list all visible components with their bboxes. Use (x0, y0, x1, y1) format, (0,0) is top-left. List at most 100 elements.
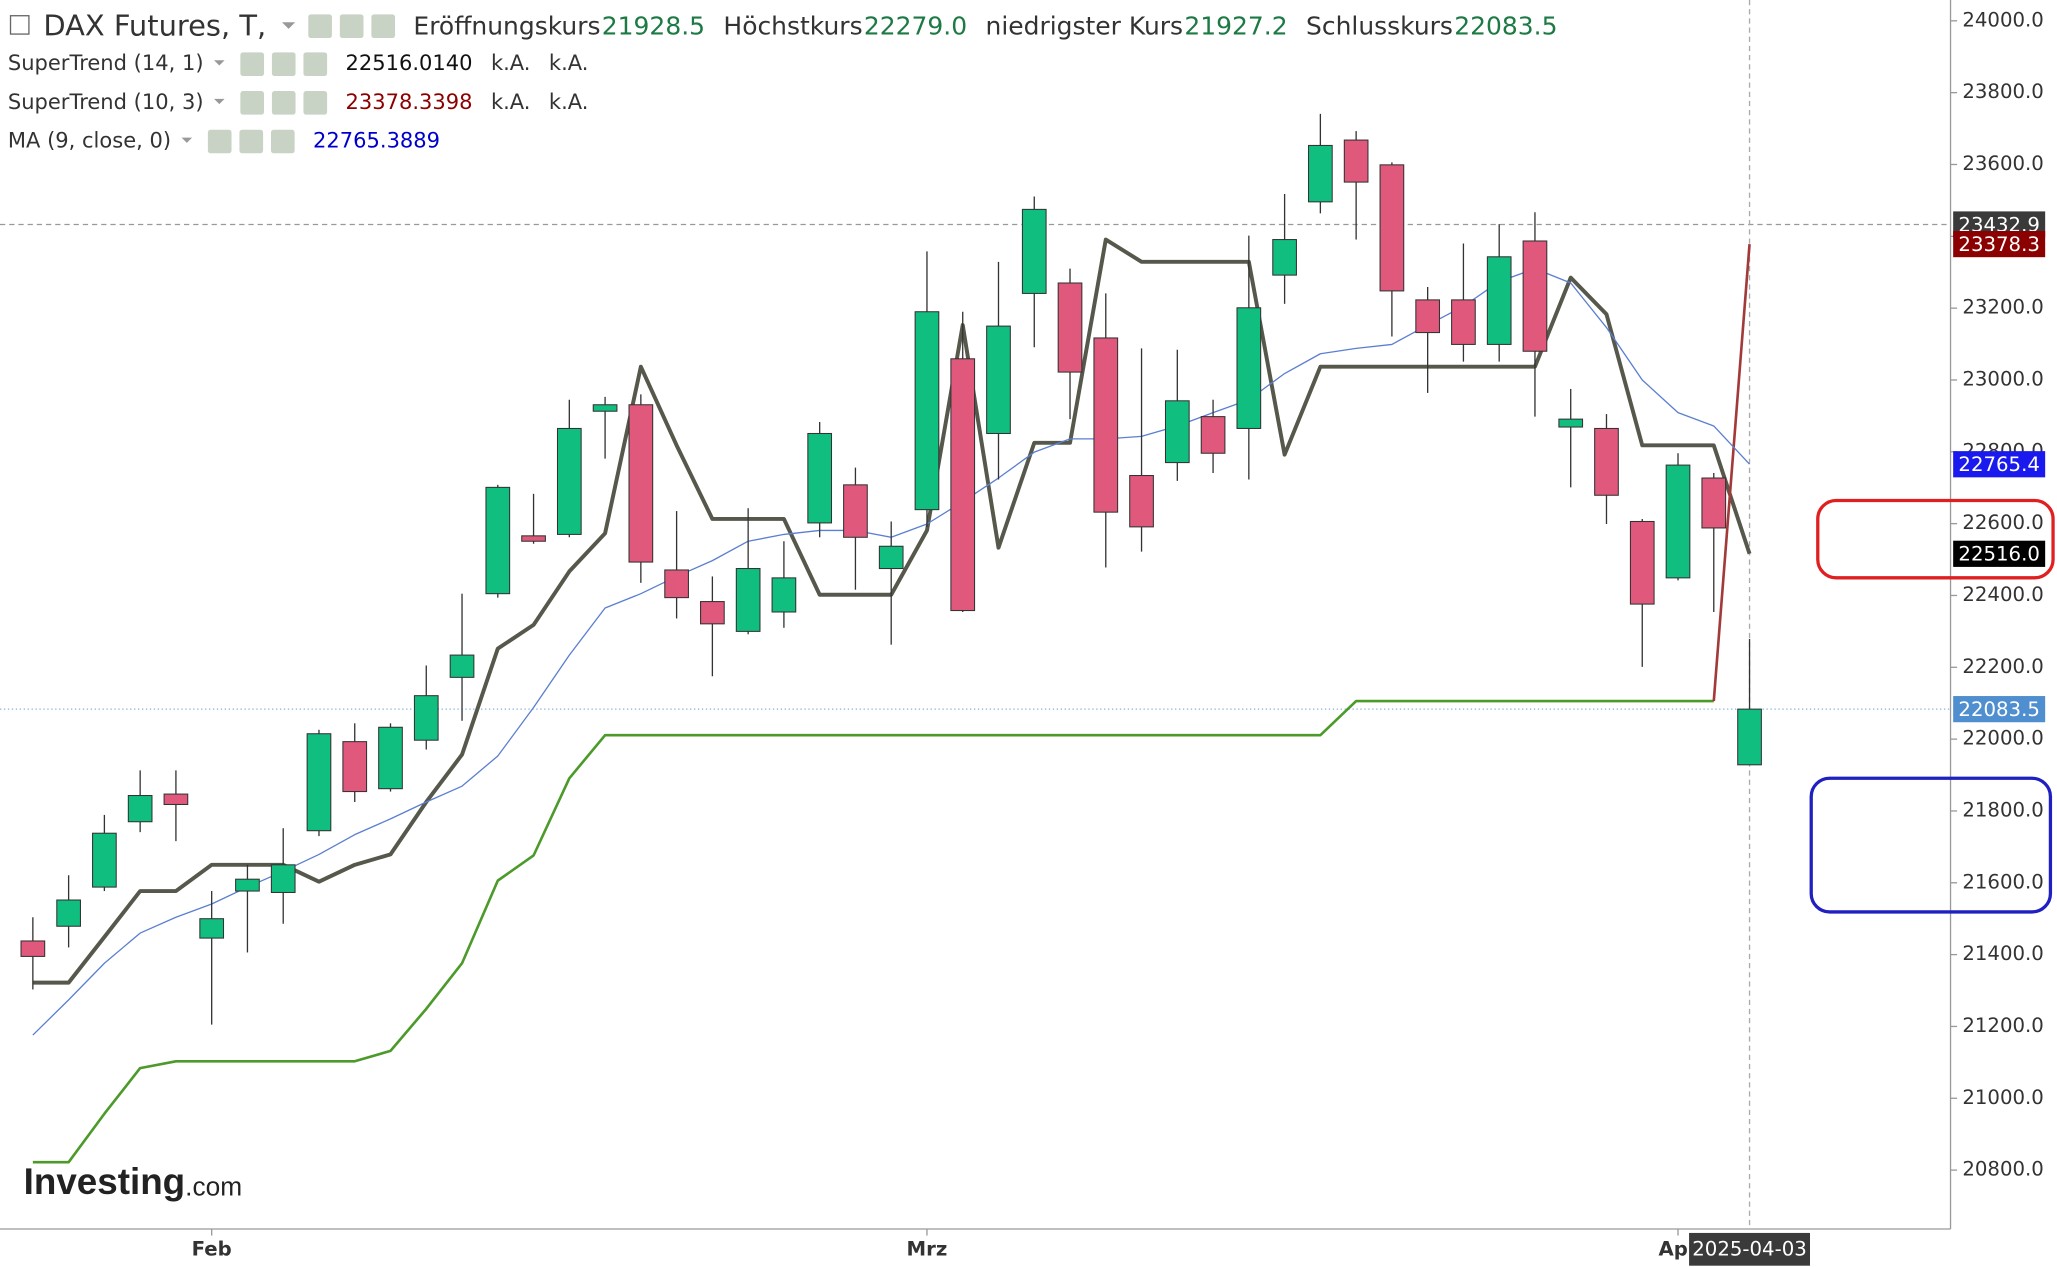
indicator-price-tag-bg (1953, 540, 2046, 567)
legend-icon[interactable] (270, 129, 295, 154)
candle-body (1200, 416, 1226, 454)
candle-body (1665, 464, 1691, 579)
candle-body (1021, 208, 1047, 294)
legend-value: 22516.0140 (346, 51, 473, 75)
legend-icon[interactable] (271, 91, 296, 115)
indicator-price-tag: 22765.4 (1958, 453, 2039, 476)
y-tick-label: 23200.0 (1962, 296, 2043, 319)
candle-body (1594, 427, 1619, 496)
candle-body (771, 577, 797, 613)
legend-value: 23378.3398 (346, 90, 473, 114)
candle-body (56, 899, 81, 927)
ohlc-label: Eröffnungskurs (413, 12, 600, 41)
close-price-tag-bg (1953, 696, 2046, 723)
dropdown-caret[interactable] (181, 137, 193, 143)
legend-extra: k.A. (549, 90, 589, 114)
legend-extra: k.A. (491, 51, 531, 75)
legend-name: MA (9, close, 0) (8, 129, 171, 153)
x-tick-label: Apr (1658, 1237, 1697, 1260)
candle-body (378, 726, 403, 790)
candle-body (199, 918, 225, 939)
indicator-line (32, 699, 1714, 1164)
y-tick-label: 21000.0 (1962, 1086, 2043, 1109)
dropdown-caret[interactable] (214, 60, 225, 66)
legend-icon[interactable] (303, 91, 328, 115)
y-tick-label: 23800.0 (1962, 80, 2043, 103)
legend-extra: k.A. (491, 90, 531, 114)
y-tick-label: 24000.0 (1962, 8, 2043, 31)
legend-icon[interactable] (271, 52, 296, 76)
annotation-box-blue (1809, 776, 2053, 914)
candle-body (1379, 164, 1405, 292)
candle-body (843, 484, 868, 538)
legend-icon[interactable] (207, 129, 232, 154)
y-tick-label: 21400.0 (1962, 942, 2043, 965)
candle-body (1236, 307, 1262, 429)
candle-body (1522, 240, 1548, 352)
indicator-price-tag-bg (1953, 230, 2046, 258)
candle-body (92, 832, 117, 888)
crosshair-price-tag: 23432.9 (1958, 213, 2039, 236)
y-tick-label: 21800.0 (1962, 798, 2043, 821)
candle-body (878, 545, 904, 570)
candle-body (270, 864, 296, 894)
candle-body (20, 940, 46, 957)
chart-title: DAX Futures, T, (43, 9, 266, 43)
legend-icon[interactable] (239, 129, 264, 154)
candle-body (1308, 144, 1333, 203)
legend-icon[interactable] (303, 52, 328, 76)
ohlc-value: 21928.5 (602, 12, 705, 41)
indicator-price-tag: 22516.0 (1958, 543, 2039, 566)
candle-body (1343, 139, 1369, 183)
y-tick-label: 22200.0 (1962, 655, 2043, 678)
candle-body (914, 311, 940, 511)
legend-value: 22765.3889 (313, 129, 440, 153)
dropdown-caret[interactable] (214, 98, 225, 105)
x-tick-label: Feb (192, 1237, 232, 1260)
candle-body (449, 654, 475, 678)
y-tick-label: 21600.0 (1962, 870, 2043, 893)
legend-icon[interactable] (240, 91, 265, 115)
legend-extra: k.A. (549, 51, 589, 75)
candle-body (1558, 418, 1584, 428)
candle-body (807, 432, 833, 524)
candle-body (485, 486, 511, 595)
crosshair-date: 2025-04-03 (1692, 1237, 1807, 1260)
candle-body (127, 794, 153, 823)
indicator-price-tag: 23378.3 (1958, 233, 2039, 256)
ohlc-label: niedrigster Kurs (986, 12, 1184, 41)
candle-body (664, 569, 689, 599)
candle-body (628, 404, 654, 563)
candle-body (1057, 282, 1083, 373)
candle-body (735, 568, 761, 632)
y-tick-label: 22400.0 (1962, 583, 2043, 606)
candle-body (163, 793, 189, 806)
y-tick-label: 20800.0 (1962, 1158, 2043, 1181)
legend-icon[interactable] (308, 14, 332, 38)
candle-body (413, 695, 439, 741)
ohlc-value: 21927.2 (1184, 12, 1287, 41)
candle-body (1486, 256, 1512, 345)
y-tick-label: 23600.0 (1962, 152, 2043, 175)
candle-body (342, 741, 368, 793)
ohlc-value: 22279.0 (864, 12, 967, 41)
ohlc-label: Schlusskurs (1306, 12, 1453, 41)
legend-icon[interactable] (240, 52, 265, 76)
y-tick-label: 22600.0 (1962, 511, 2043, 534)
legend-icon[interactable] (371, 14, 396, 38)
candle-body (306, 733, 332, 832)
crosshair-date-bg (1689, 1232, 1811, 1266)
collapse-button[interactable] (9, 15, 30, 35)
candle-body (1701, 477, 1727, 529)
candle-body (592, 404, 618, 412)
legend-icon[interactable] (339, 14, 364, 38)
close-price-tag: 22083.5 (1958, 698, 2039, 721)
candle-body (1415, 299, 1441, 334)
dropdown-caret[interactable] (281, 22, 296, 29)
candle-body (1629, 520, 1655, 605)
candle-body (1737, 708, 1762, 766)
candle-body (556, 427, 582, 535)
legend-name: SuperTrend (10, 3) (8, 90, 204, 114)
